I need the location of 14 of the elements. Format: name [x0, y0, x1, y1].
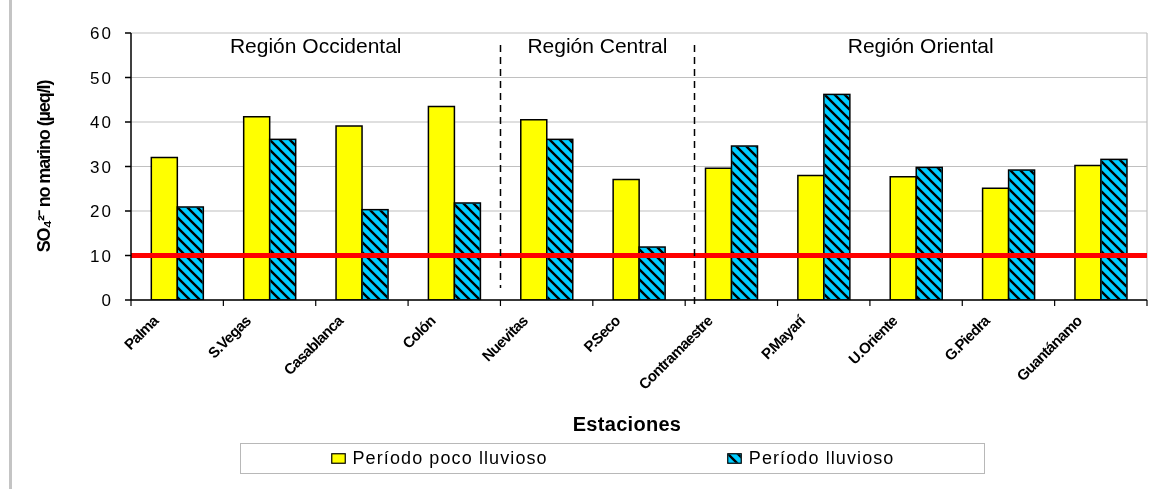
- y-tick-label: 60: [90, 24, 113, 44]
- y-tick-label: 30: [90, 157, 113, 177]
- y-tick-label: 50: [90, 68, 113, 88]
- legend-label: Período poco lluvioso: [352, 448, 548, 469]
- annotation: Región Central: [527, 34, 668, 57]
- x-axis-title: Estaciones: [572, 413, 682, 435]
- y-tick-label: 40: [90, 113, 113, 133]
- y-tick-label: 0: [101, 291, 113, 311]
- y-axis-title: SO₄²⁻ no marino (µeq/l): [34, 79, 54, 253]
- y-tick-label: 10: [90, 246, 113, 266]
- legend-label: Período lluvioso: [748, 448, 895, 469]
- y-tick-label: 20: [90, 202, 113, 222]
- annotation: Región Occidental: [229, 34, 402, 57]
- annotation: Región Oriental: [847, 34, 994, 57]
